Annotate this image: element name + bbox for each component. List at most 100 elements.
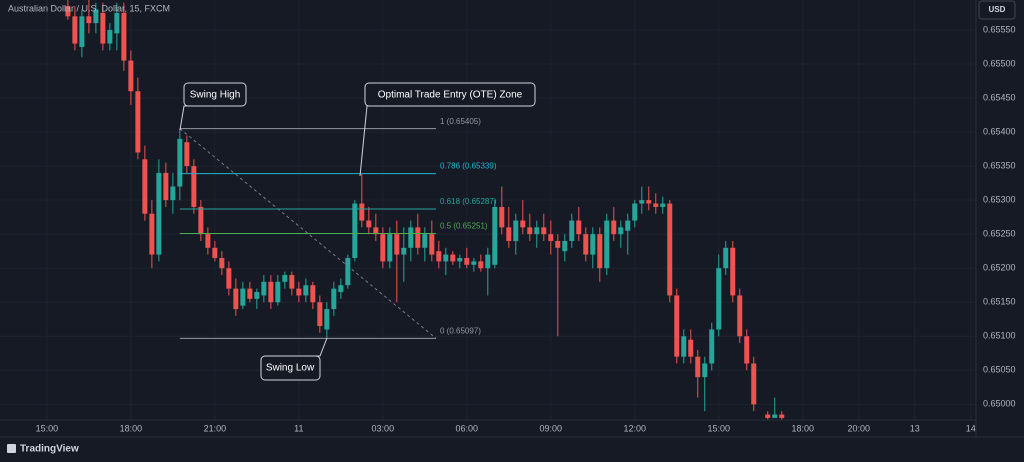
candle-body	[324, 309, 330, 330]
brand-name[interactable]: TradingView	[20, 444, 79, 455]
x-tick-label: 11	[294, 423, 303, 433]
candle-body	[744, 336, 750, 364]
candle-body	[177, 138, 183, 187]
candle-body	[653, 203, 659, 207]
brand-logo[interactable]: TradingView	[7, 444, 79, 455]
fib-level-label: 1 (0.65405)	[440, 117, 481, 126]
candle-body	[422, 234, 428, 248]
candle-body	[576, 220, 582, 235]
x-tick-label: 15:00	[707, 423, 730, 433]
candle-body	[114, 12, 120, 34]
candle-body	[289, 275, 295, 289]
candle-body	[485, 254, 491, 269]
candle-body	[65, 6, 71, 17]
candle-body	[506, 227, 512, 241]
x-tick-label: 06:00	[456, 423, 479, 433]
candle-body	[562, 240, 568, 252]
candle-body	[415, 227, 421, 248]
brand-icon[interactable]	[7, 444, 16, 453]
candle-body	[681, 336, 687, 357]
x-tick-label: 14	[966, 423, 976, 433]
candle-body	[716, 268, 722, 330]
candle-body	[660, 203, 666, 207]
candle-body	[604, 220, 610, 269]
candle-body	[296, 288, 302, 296]
candle-body	[513, 220, 519, 241]
candle-body	[380, 234, 386, 262]
candle-body	[338, 285, 344, 293]
candle-body	[408, 227, 414, 248]
candle-body	[163, 172, 169, 201]
candle-body	[639, 200, 645, 204]
x-tick-label: 15:00	[36, 423, 59, 433]
candle-body	[317, 302, 323, 327]
candle-body	[149, 213, 155, 255]
candle-body	[331, 288, 337, 310]
x-tick-label: 12:00	[624, 423, 647, 433]
candle-body	[590, 234, 596, 255]
y-tick-label: 0.65450	[983, 92, 1016, 102]
candle-body	[618, 227, 624, 235]
candle-body	[569, 220, 575, 241]
candle-body	[737, 295, 743, 337]
candle-body	[310, 285, 316, 303]
x-tick-label: 18:00	[120, 423, 143, 433]
candle-body	[625, 220, 631, 231]
candle-body	[723, 247, 729, 269]
candle-body	[268, 281, 274, 303]
candle-body	[555, 240, 561, 248]
candle-body	[135, 91, 141, 153]
candle-body	[86, 16, 92, 24]
candle-body	[583, 234, 589, 255]
candle-body	[345, 257, 351, 286]
y-tick-label: 0.65550	[983, 24, 1016, 34]
candle-body	[261, 281, 267, 296]
candle-body	[478, 261, 484, 269]
candle-body	[471, 261, 477, 265]
candle-body	[457, 257, 463, 262]
candle-body	[72, 16, 78, 44]
candle-body	[128, 60, 134, 92]
fib-level-label: 0.786 (0.65339)	[440, 162, 497, 171]
x-tick-label: 20:00	[847, 423, 870, 433]
fib-trendline	[179, 128, 437, 339]
candle-body	[429, 234, 435, 255]
y-tick-label: 0.65300	[983, 195, 1016, 205]
annotation-box	[260, 355, 321, 381]
candle-body	[226, 268, 232, 289]
candle-body	[240, 288, 246, 306]
candle-body	[751, 363, 757, 405]
candle-body	[688, 339, 694, 357]
candle-body	[359, 203, 365, 221]
candle-body	[772, 414, 778, 418]
candle-body	[233, 288, 239, 310]
candle-body	[667, 203, 673, 296]
currency-button[interactable]	[978, 0, 1016, 20]
x-tick-label: 21:00	[204, 423, 227, 433]
currency-label[interactable]: USD	[989, 5, 1006, 14]
candle-body	[352, 203, 358, 258]
candle-body	[191, 166, 197, 207]
y-tick-label: 0.65500	[983, 58, 1016, 68]
candle-body	[394, 234, 400, 255]
candle-body	[79, 16, 85, 47]
candle-body	[695, 356, 701, 378]
candle-body	[779, 414, 785, 418]
candle-body	[282, 275, 288, 282]
x-tick-label: 09:00	[540, 423, 563, 433]
y-tick-label: 0.65400	[983, 126, 1016, 136]
candle-body	[765, 414, 771, 418]
candle-body	[170, 186, 176, 201]
candle-body	[541, 227, 547, 235]
x-tick-label: 18:00	[791, 423, 814, 433]
candle-body	[548, 234, 554, 241]
fib-level-label: 0.618 (0.65287)	[440, 197, 497, 206]
candle-body	[205, 234, 211, 248]
annotation-box	[183, 82, 247, 107]
candle-body	[100, 12, 106, 44]
candle-body	[520, 220, 526, 228]
y-tick-label: 0.65200	[983, 263, 1016, 273]
candle-body	[219, 257, 225, 269]
annotation-label: Swing Low	[266, 363, 315, 374]
candle-body	[156, 172, 162, 255]
